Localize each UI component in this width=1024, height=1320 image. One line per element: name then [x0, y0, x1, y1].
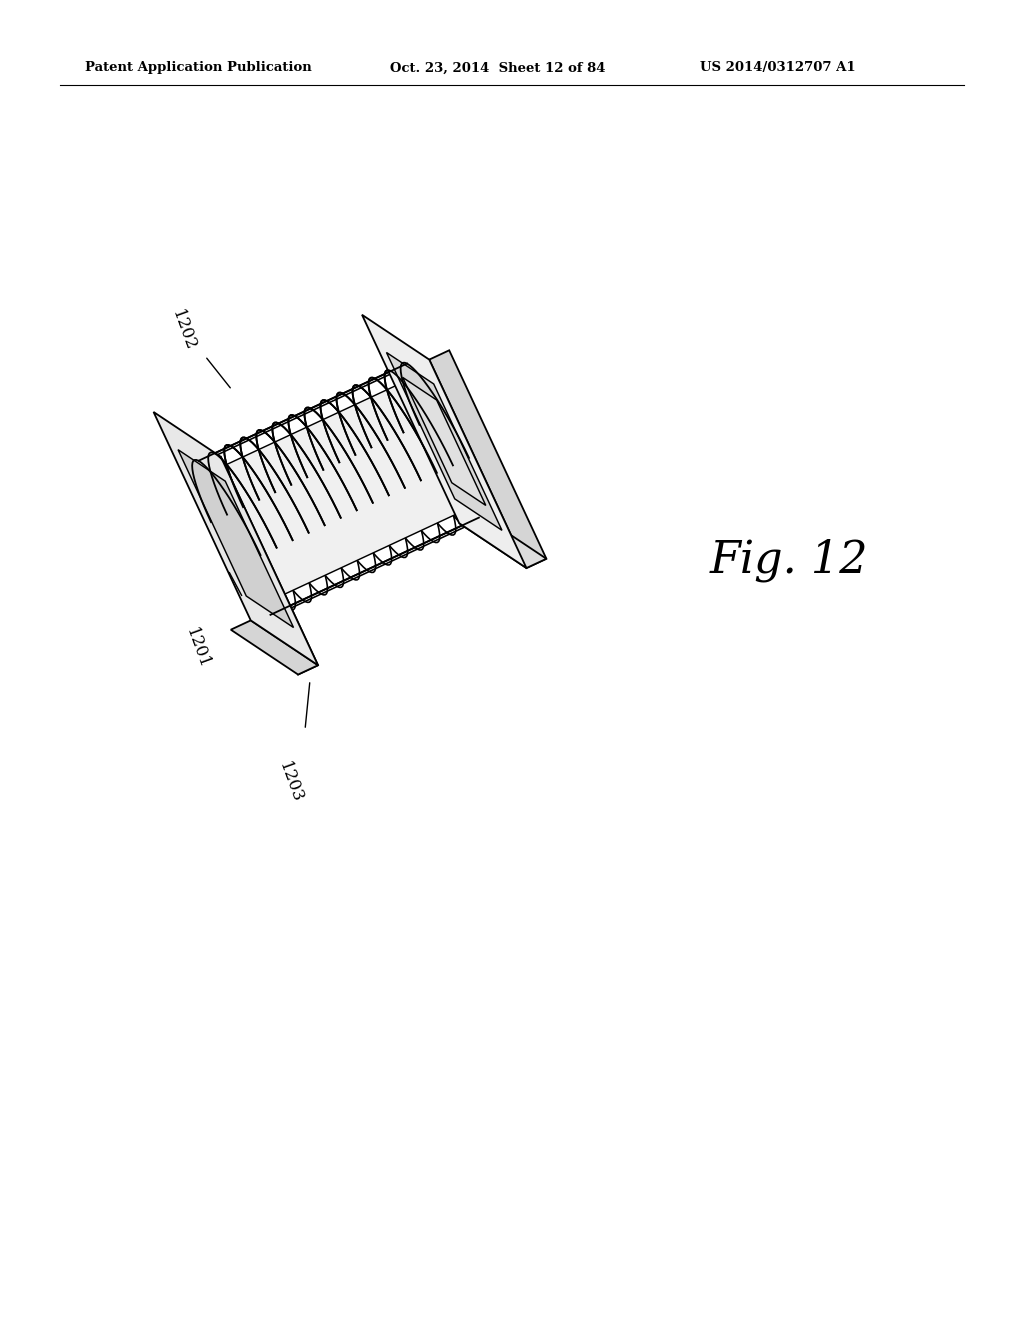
Text: 1201: 1201: [182, 626, 213, 671]
Text: US 2014/0312707 A1: US 2014/0312707 A1: [700, 62, 856, 74]
Polygon shape: [429, 350, 547, 568]
Text: 1203: 1203: [275, 759, 305, 805]
Text: Oct. 23, 2014  Sheet 12 of 84: Oct. 23, 2014 Sheet 12 of 84: [390, 62, 605, 74]
Polygon shape: [154, 412, 318, 665]
Polygon shape: [230, 620, 318, 675]
Polygon shape: [362, 314, 526, 568]
Polygon shape: [201, 457, 318, 675]
Polygon shape: [386, 352, 502, 531]
Polygon shape: [206, 378, 474, 603]
Polygon shape: [178, 450, 294, 627]
Text: 1202: 1202: [168, 308, 199, 352]
Text: Fig. 12: Fig. 12: [710, 539, 868, 582]
Polygon shape: [459, 513, 547, 568]
Text: Patent Application Publication: Patent Application Publication: [85, 62, 311, 74]
Polygon shape: [402, 378, 485, 506]
